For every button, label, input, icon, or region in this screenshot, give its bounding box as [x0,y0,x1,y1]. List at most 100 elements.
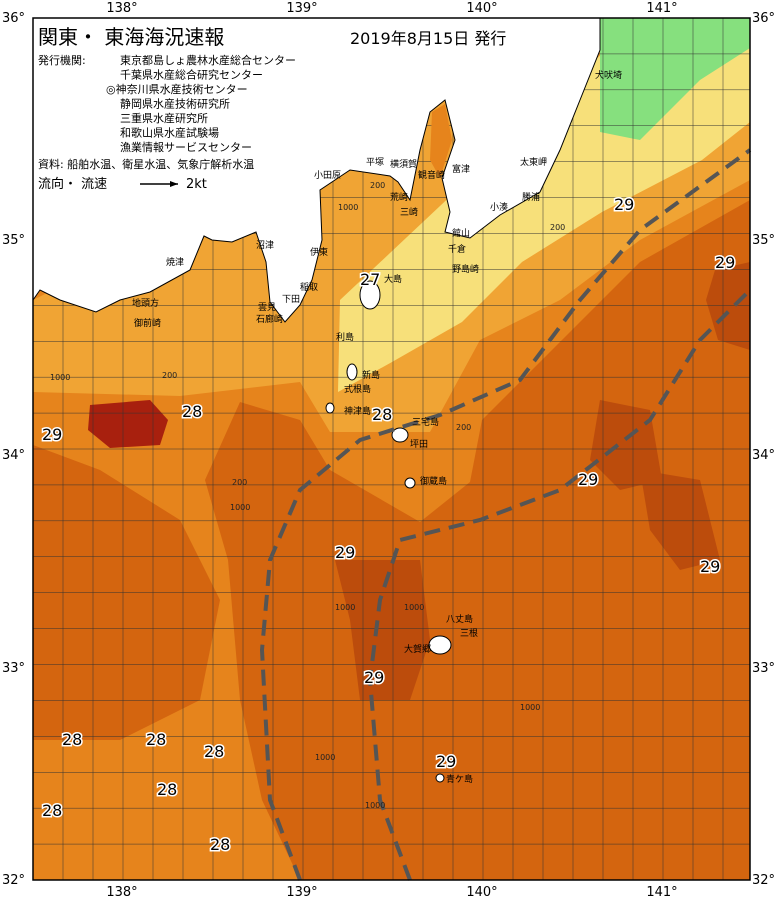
place-name: 沼津 [256,240,274,251]
current-path [259,148,752,881]
hot-core [88,400,168,448]
issue-date: 2019年8月15日 発行 [350,29,506,48]
temperature-label: 29 [700,557,720,576]
depth-label: 200 [162,371,177,380]
title: 関東・ 東海海況速報 [38,25,224,49]
place-name: 下田 [282,294,300,305]
place-name: 小田原 [314,170,341,181]
place-name: 利島 [336,331,354,343]
hot-zone [335,560,430,700]
lat-label: 34° [752,448,775,463]
lat-label: 36° [2,11,25,26]
place-name: 平塚 [366,157,384,168]
depth-label: 1000 [315,753,335,762]
place-name: 勝浦 [522,191,540,203]
issuer: 漁業情報サービスセンター [120,140,252,154]
place-name: 坪田 [410,439,428,450]
legend-arrow-head [170,181,178,187]
place-name: 小湊 [490,201,508,213]
place-name: 石廊崎 [256,313,283,325]
sources: 資料: 船舶水温、衛星水温、気象庁解析水温 [38,157,254,171]
place-name: 三崎 [400,206,418,218]
lat-label: 32° [2,873,25,888]
lon-label: 140° [466,885,497,900]
lon-label: 138° [106,885,137,900]
deep-zone [205,200,750,880]
lon-label: 139° [286,885,317,900]
temperature-label: 28 [157,780,177,799]
place-name: 横須賀 [390,158,417,170]
issuer: 東京都島しょ農林水産総合センター [120,53,296,67]
lon-label: 140° [466,1,497,16]
issuer: 千葉県水産総合研究センター [120,68,263,82]
place-name: 稲取 [300,281,318,293]
place-name: 八丈島 [446,613,473,625]
depth-label: 1000 [520,703,540,712]
place-name: 大賀郷 [404,643,431,655]
temperature-label: 29 [42,425,62,444]
lat-label: 34° [2,448,25,463]
temperature-label: 28 [62,730,82,749]
temperature-label: 29 [715,253,735,272]
lat-label: 33° [2,661,25,676]
issuer: 三重県水産研究所 [120,111,208,125]
place-name: 富津 [452,163,470,175]
place-name: 地頭方 [132,297,159,309]
hot-zone [706,262,750,350]
place-name: 青ケ島 [446,773,473,785]
depth-label: 1000 [338,203,358,212]
place-name: 千倉 [448,243,466,255]
issuer: 静岡県水産技術研究所 [120,97,230,111]
depth-label: 200 [550,223,565,232]
lon-label: 138° [106,1,137,16]
legend-label: 流向・ 流速 [38,176,107,192]
land [32,17,601,323]
place-name: 三宅島 [412,416,439,428]
lat-label: 32° [752,873,775,888]
temperature-label: 27 [360,270,380,289]
temperature-label: 29 [436,752,456,771]
temperature-label: 29 [578,470,598,489]
temperature-label: 28 [182,402,202,421]
temperature-label: 28 [210,835,230,854]
depth-label: 200 [232,478,247,487]
issuer: ◎神奈川県水産技術センター [106,82,248,96]
place-name: 式根島 [344,383,371,395]
legend-speed: 2kt [186,177,207,192]
place-name: 焼津 [166,257,184,268]
depth-label: 1000 [404,603,424,612]
place-name: 館山 [452,227,470,239]
temperature-label: 28 [146,730,166,749]
place-name: 三根 [460,627,478,639]
place-name: 御前崎 [134,317,161,329]
depth-label: 200 [456,423,471,432]
lat-label: 35° [752,233,775,248]
place-name: 御蔵島 [420,475,447,487]
lat-label: 33° [752,661,775,676]
place-name: 太東岬 [520,156,547,168]
lon-label: 141° [646,1,677,16]
tokyo-bay [430,104,452,178]
temperature-label: 29 [614,195,634,214]
temperature-label: 28 [42,801,62,820]
place-name: 犬吠埼 [595,69,622,81]
frame [32,17,751,881]
place-name: 野島崎 [452,263,479,275]
temperature-label: 28 [372,405,392,424]
issuer-label: 発行機関: [38,53,86,67]
hot-zone [640,470,720,570]
depth-label: 200 [370,181,385,190]
lon-label: 139° [286,1,317,16]
place-name: 雲見 [258,302,276,313]
issuer: 和歌山県水産試験場 [120,126,219,140]
depth-label: 1000 [50,373,70,382]
temperature-label: 28 [204,742,224,761]
place-name: 新島 [362,369,380,381]
place-name: 観音崎 [418,169,445,181]
depth-label: 1000 [230,503,250,512]
lat-label: 36° [752,11,775,26]
depth-label: 1000 [335,603,355,612]
depth-label: 1000 [365,801,385,810]
temperature-label: 29 [364,668,384,687]
